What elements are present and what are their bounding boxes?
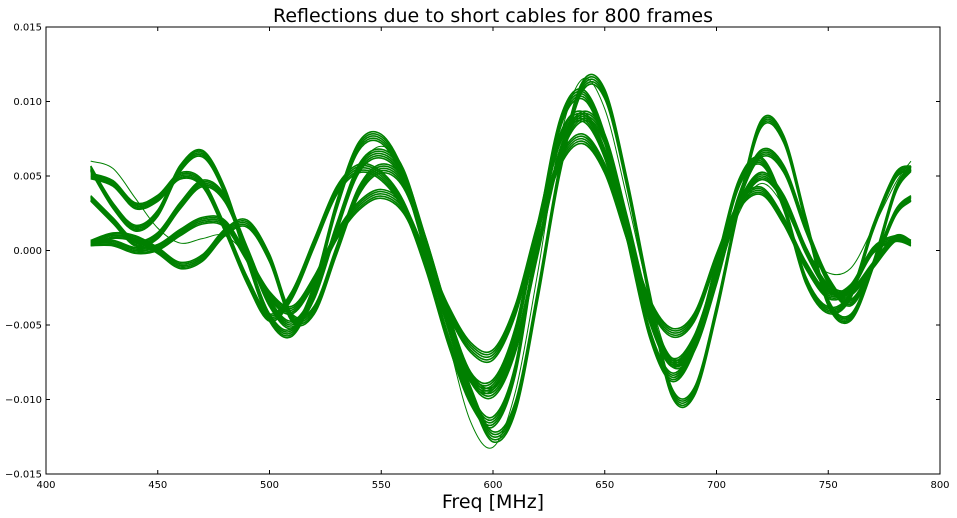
- axes-group: 400 450 500 550 600 650 700 750 800 −0.015 −0.010 −…: [5, 23, 950, 492]
- x-axis-label: Freq [MHz]: [442, 491, 544, 513]
- series-group: [90, 73, 912, 449]
- series-5-line-2: [90, 117, 912, 392]
- y-tick-label: 0.015: [13, 23, 42, 34]
- x-tick-label: 650: [595, 480, 614, 491]
- x-tick-label: 500: [260, 480, 279, 491]
- x-tick-label: 550: [372, 480, 391, 491]
- x-tick-label: 700: [707, 480, 726, 491]
- y-tick-label: −0.015: [5, 470, 42, 481]
- series-6: [90, 77, 912, 449]
- x-tick-label: 750: [819, 480, 838, 491]
- y-tick-label: 0.005: [13, 172, 42, 183]
- x-tick-label: 600: [483, 480, 502, 491]
- chart-title: Reflections due to short cables for 800 …: [273, 5, 713, 27]
- series-6-line-1: [90, 77, 912, 449]
- series-3-line-5: [90, 110, 912, 390]
- y-tick-label: 0.010: [13, 97, 42, 108]
- x-tick-label: 400: [36, 480, 55, 491]
- y-tick-label: 0.000: [13, 246, 42, 257]
- series-5-line-5: [90, 110, 912, 385]
- series-3: [90, 110, 912, 400]
- x-tick-label: 450: [148, 480, 167, 491]
- y-tick-label: −0.005: [5, 321, 42, 332]
- series-4-line-5: [90, 133, 912, 354]
- series-5: [90, 110, 912, 395]
- y-tick-label: −0.010: [5, 395, 42, 406]
- x-tick-label: 800: [930, 480, 949, 491]
